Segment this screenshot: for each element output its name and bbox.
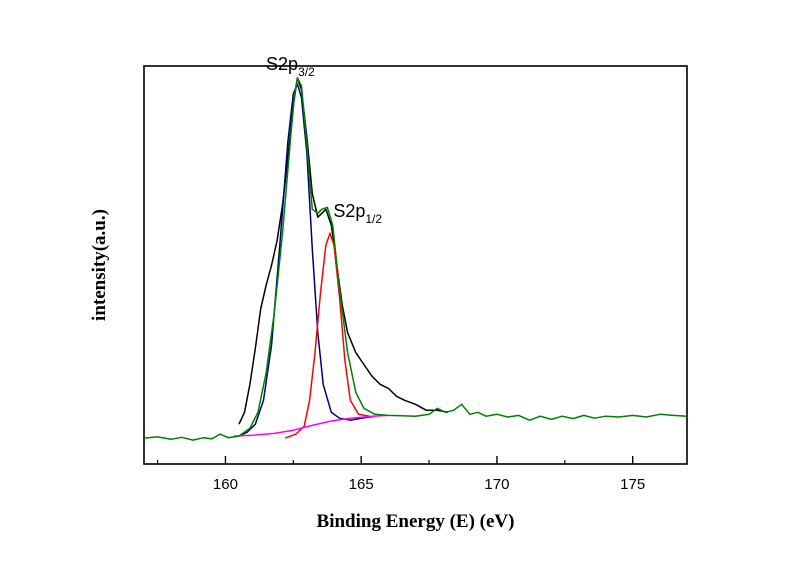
peak-label-0: S2p3/2 [266,54,315,79]
series-line-1 [238,83,375,437]
x-tick-label: 170 [484,476,509,493]
x-axis-title: Binding Energy (E) (eV) [317,511,515,532]
y-axis-title: intensity(a.u.) [89,209,110,321]
series-line-3 [233,414,389,437]
x-axis-ticks: 160 165 170 175 [156,456,645,493]
plot-frame [143,65,688,465]
x-tick-label: 175 [620,476,645,493]
peak-label-1: S2p1/2 [333,201,382,226]
series-line-4 [143,77,688,441]
peak-annotations: S2p3/2 S2p1/2 [266,54,382,226]
series-line-2 [284,232,370,439]
series-line-0 [238,77,449,425]
plot-area [143,77,688,441]
x-tick-label: 165 [349,476,374,493]
x-tick-label: 160 [213,476,238,493]
